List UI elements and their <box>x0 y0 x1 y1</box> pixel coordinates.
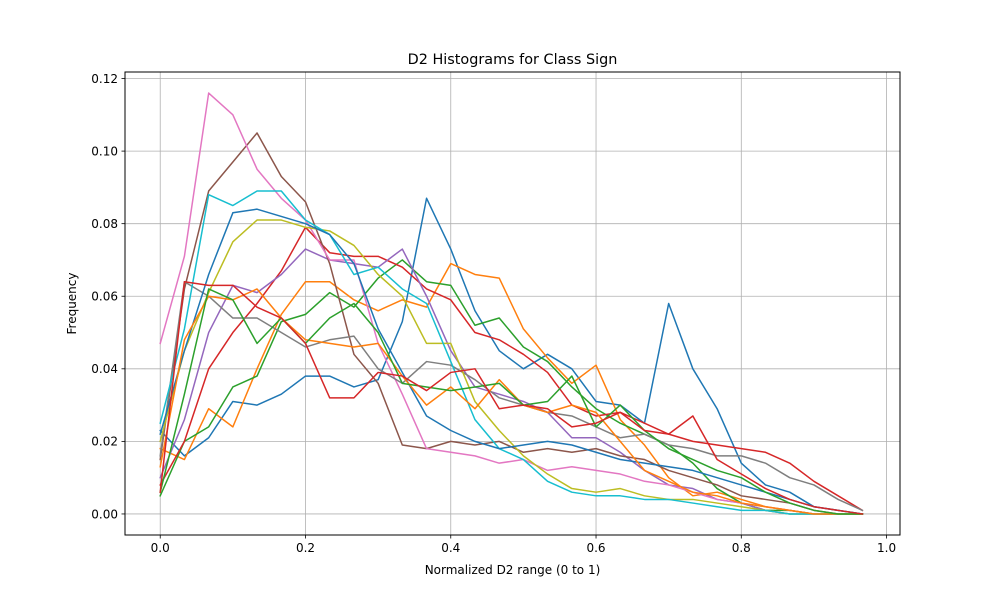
y-tick-label: 0.02 <box>91 435 118 449</box>
y-tick-label: 0.06 <box>91 290 118 304</box>
series-line-10 <box>159 190 864 515</box>
series-line-11 <box>159 208 864 515</box>
series-line-4 <box>159 226 864 512</box>
series-line-1 <box>159 197 864 515</box>
y-tick-label: 0.04 <box>91 362 118 376</box>
x-axis-ticks: 0.0 0.2 0.4 0.6 0.8 1.0 <box>151 535 896 555</box>
series-line-12 <box>159 288 864 515</box>
series-line-13 <box>159 288 864 515</box>
series-line-2 <box>159 262 864 515</box>
x-tick-label: 1.0 <box>877 541 896 555</box>
grid <box>125 72 900 535</box>
y-tick-label: 0.12 <box>91 72 118 86</box>
series-line-9 <box>159 219 864 515</box>
series-group <box>159 92 864 515</box>
chart-title: D2 Histograms for Class Sign <box>408 52 618 68</box>
y-tick-label: 0.08 <box>91 217 118 231</box>
y-axis-label: Frequency <box>65 273 79 335</box>
x-tick-label: 0.8 <box>732 541 751 555</box>
y-tick-label: 0.00 <box>91 507 118 521</box>
y-tick-label: 0.10 <box>91 144 118 158</box>
x-axis-label: Normalized D2 range (0 to 1) <box>425 563 601 577</box>
x-tick-label: 0.2 <box>296 541 315 555</box>
x-tick-label: 0.4 <box>441 541 460 555</box>
series-line-14 <box>159 280 864 515</box>
plot-frame <box>124 71 901 536</box>
x-tick-label: 0.6 <box>586 541 605 555</box>
x-tick-label: 0.0 <box>151 541 170 555</box>
y-axis-ticks: 0.00 0.02 0.04 0.06 0.08 0.10 0.12 <box>91 72 125 521</box>
series-line-8 <box>159 280 864 512</box>
